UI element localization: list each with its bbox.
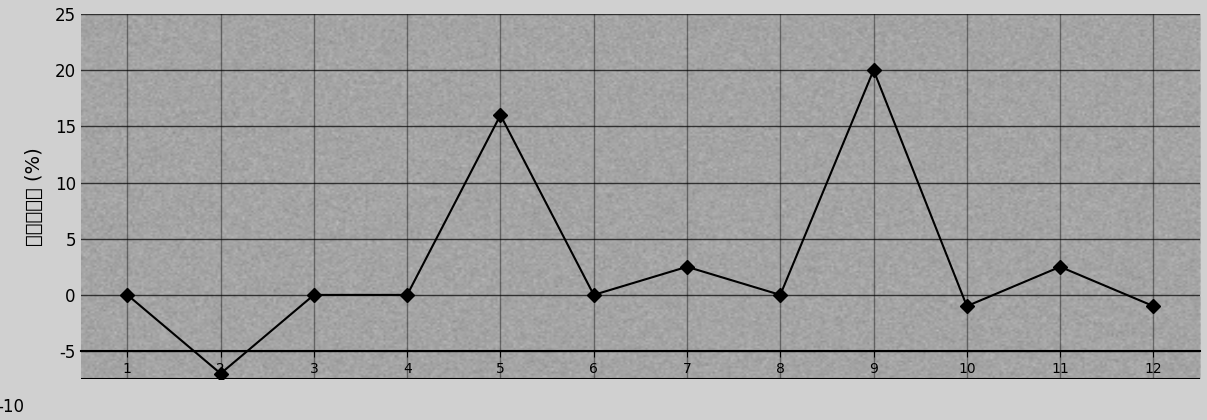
Y-axis label: 相対遠近度 (%): 相対遠近度 (%) [24, 147, 43, 246]
Text: -10: -10 [0, 398, 25, 416]
